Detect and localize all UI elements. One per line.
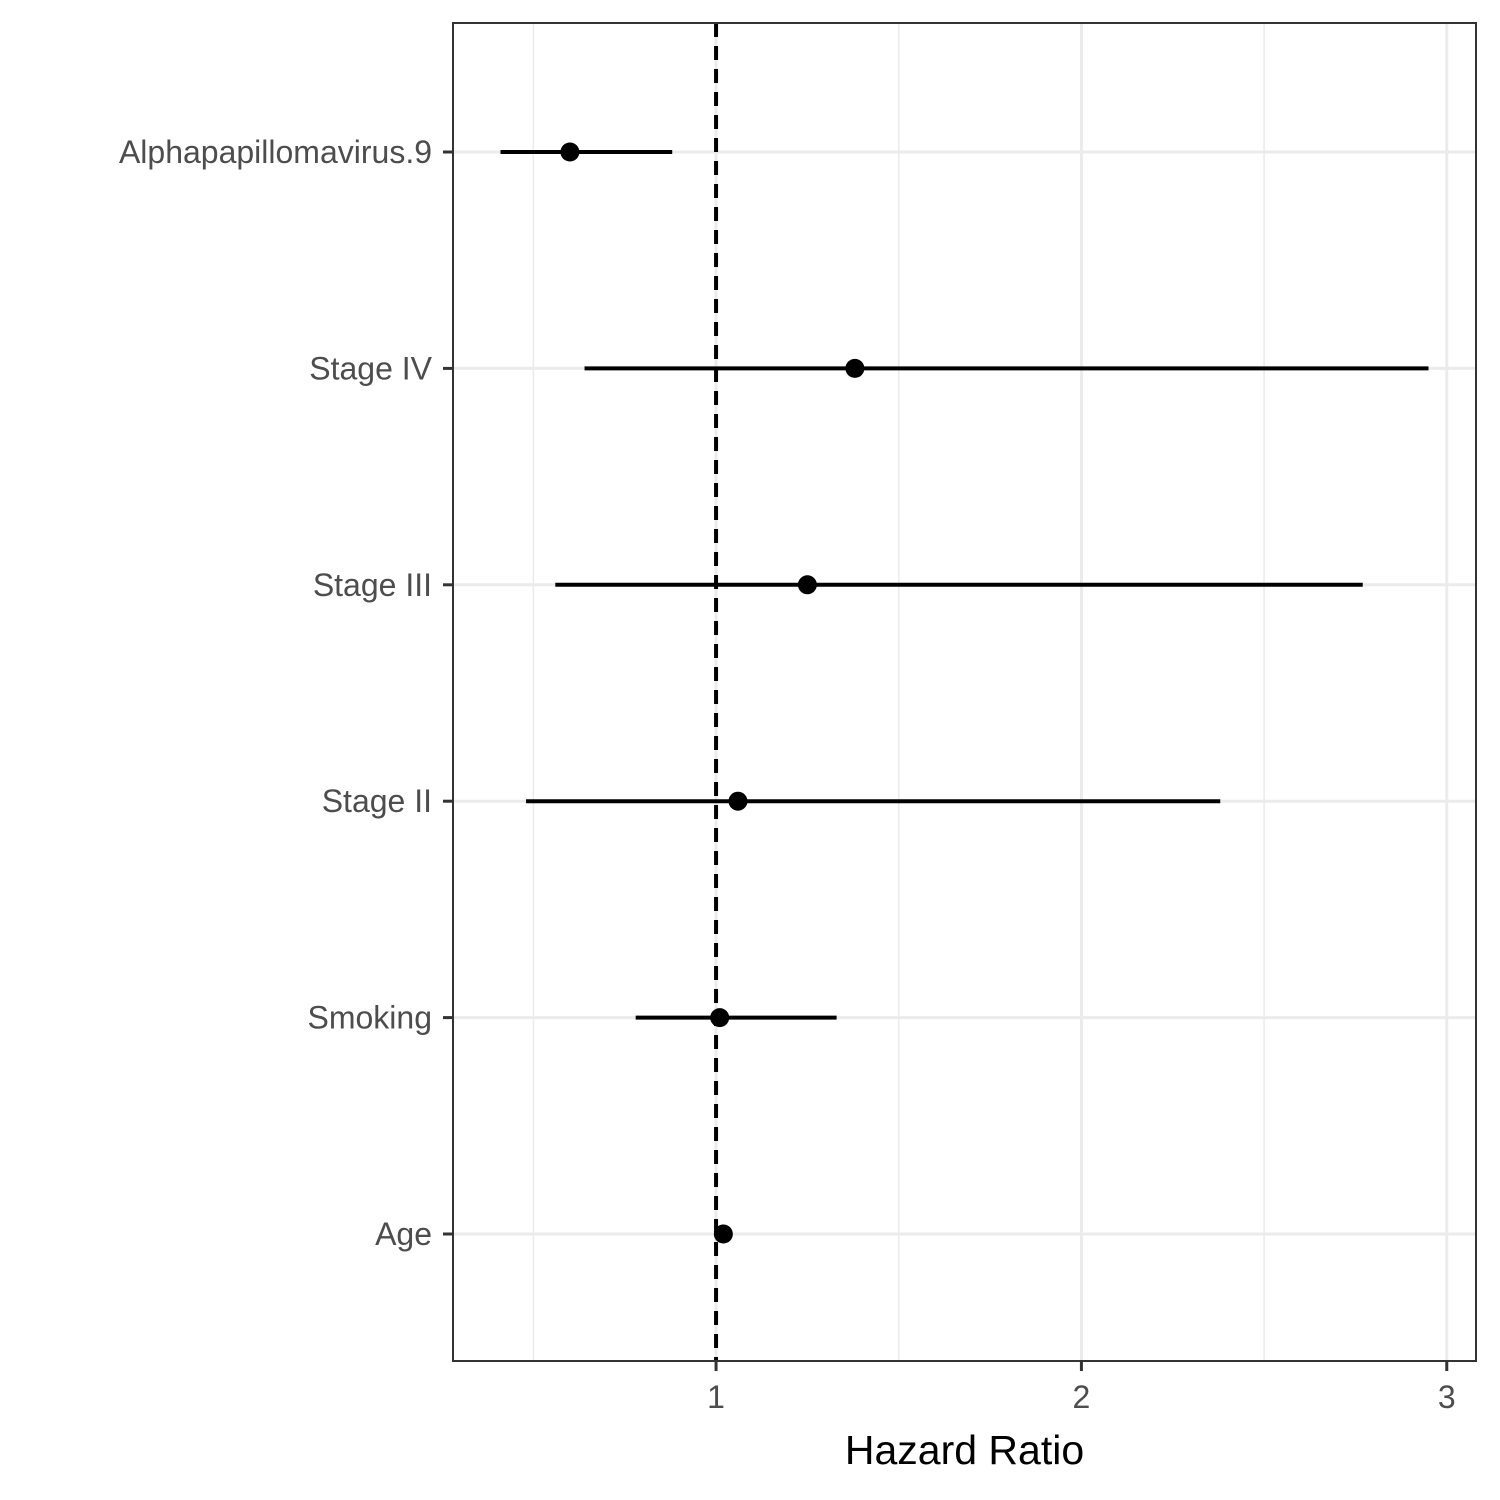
x-tick-label-1: 2 (1073, 1379, 1091, 1415)
x-tick-label-0: 1 (707, 1379, 725, 1415)
point-estimates (560, 142, 865, 1244)
x-axis-title: Hazard Ratio (845, 1427, 1084, 1473)
y-tick-label-2: Stage III (313, 567, 432, 603)
hr-point-3 (728, 791, 748, 811)
panel-background (453, 23, 1476, 1361)
y-tick-label-5: Age (375, 1216, 432, 1252)
hr-point-1 (845, 358, 865, 378)
x-tick-label-2: 3 (1438, 1379, 1456, 1415)
hr-point-2 (797, 575, 817, 595)
hr-point-5 (713, 1224, 733, 1244)
y-tick-label-1: Stage IV (309, 350, 432, 386)
hr-point-0 (560, 142, 580, 162)
y-tick-label-0: Alphapapillomavirus.9 (119, 134, 432, 170)
y-tick-label-3: Stage II (322, 783, 432, 819)
y-tick-label-4: Smoking (308, 1000, 433, 1036)
confidence-intervals (500, 150, 1429, 1236)
axes: Alphapapillomavirus.9 Stage IV Stage III St… (119, 134, 1456, 1415)
hr-point-4 (710, 1008, 730, 1028)
panel-border (452, 22, 1477, 1362)
